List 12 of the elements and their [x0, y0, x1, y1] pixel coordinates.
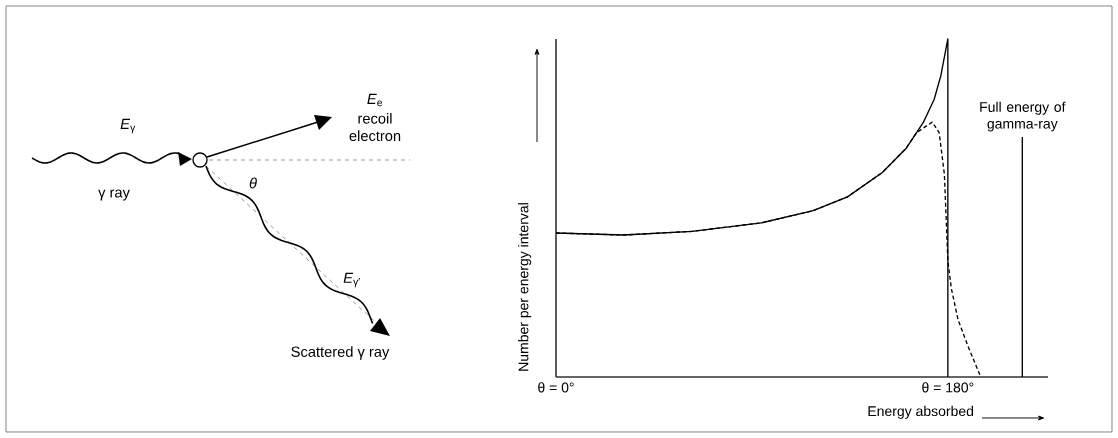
- text: E$_{γ}$: [120, 118, 136, 134]
- text: Scattered γ ray: [291, 346, 390, 360]
- x-tick-label: θ = 0°: [538, 382, 574, 393]
- text: γ ray: [98, 189, 130, 201]
- x-tick-label: θ = 180°: [922, 382, 974, 393]
- text: recoil electron: [349, 112, 401, 142]
- text: θ: [249, 177, 257, 189]
- y-axis-title: Number per energy interval: [518, 203, 532, 371]
- text: E$_{γ′}$: [343, 272, 360, 288]
- series-label: Full energy of gamma-ray: [980, 101, 1066, 132]
- x-axis-title: Energy absorbed: [868, 405, 974, 419]
- text: E$_{e}$: [367, 93, 383, 107]
